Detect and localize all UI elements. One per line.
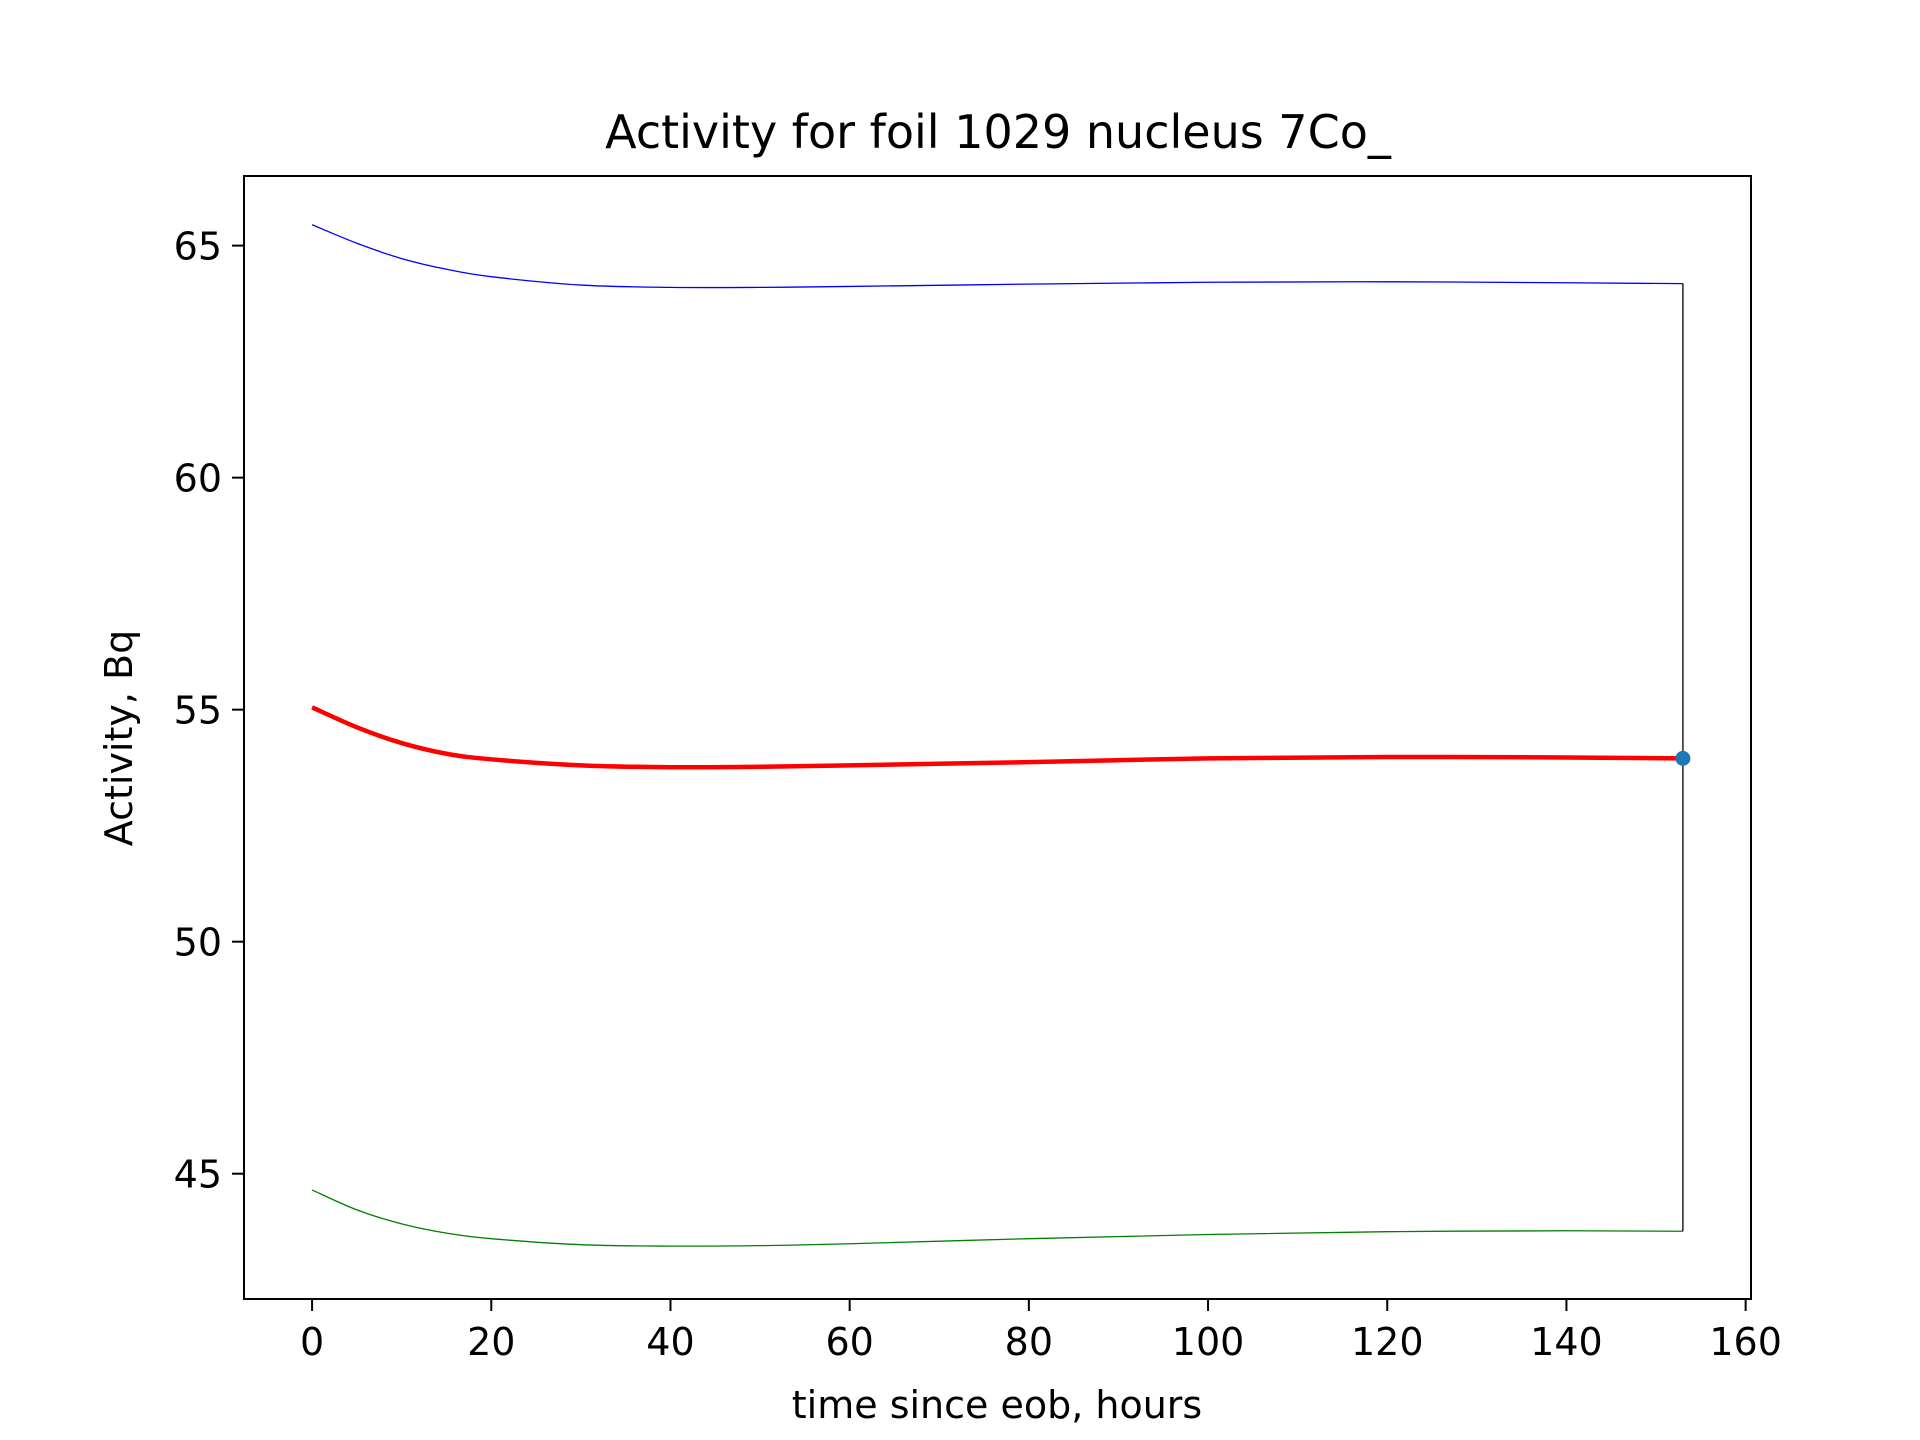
x-tick-label: 80 (1005, 1320, 1053, 1364)
y-tick-label: 55 (174, 689, 222, 733)
x-tick-label: 0 (300, 1320, 324, 1364)
activity-line (311, 705, 1683, 770)
lower-bound-line (311, 1189, 1683, 1247)
chart-title: Activity for foil 1029 nucleus 7Co_ (605, 105, 1392, 159)
upper-bound-line (311, 224, 1683, 289)
x-tick-label: 20 (467, 1320, 515, 1364)
x-axis-label: time since eob, hours (792, 1383, 1202, 1427)
y-tick-label: 45 (174, 1153, 222, 1197)
y-tick-label: 50 (174, 921, 222, 965)
x-axis-ticks: 0 20 40 60 80 100 120 140 160 (300, 1299, 1782, 1364)
y-tick-label: 60 (174, 457, 222, 501)
x-tick-label: 160 (1709, 1320, 1782, 1364)
y-axis-ticks: 45 50 55 60 65 (174, 225, 244, 1197)
y-axis-label: Activity, Bq (97, 630, 141, 846)
x-tick-label: 60 (825, 1320, 873, 1364)
x-tick-label: 120 (1351, 1320, 1424, 1364)
plot-lines (311, 224, 1691, 1247)
data-point (1675, 750, 1691, 766)
x-tick-label: 100 (1172, 1320, 1245, 1364)
plot-frame (243, 175, 1752, 1300)
x-tick-label: 40 (646, 1320, 694, 1364)
x-tick-label: 140 (1530, 1320, 1603, 1364)
y-tick-label: 65 (174, 225, 222, 269)
